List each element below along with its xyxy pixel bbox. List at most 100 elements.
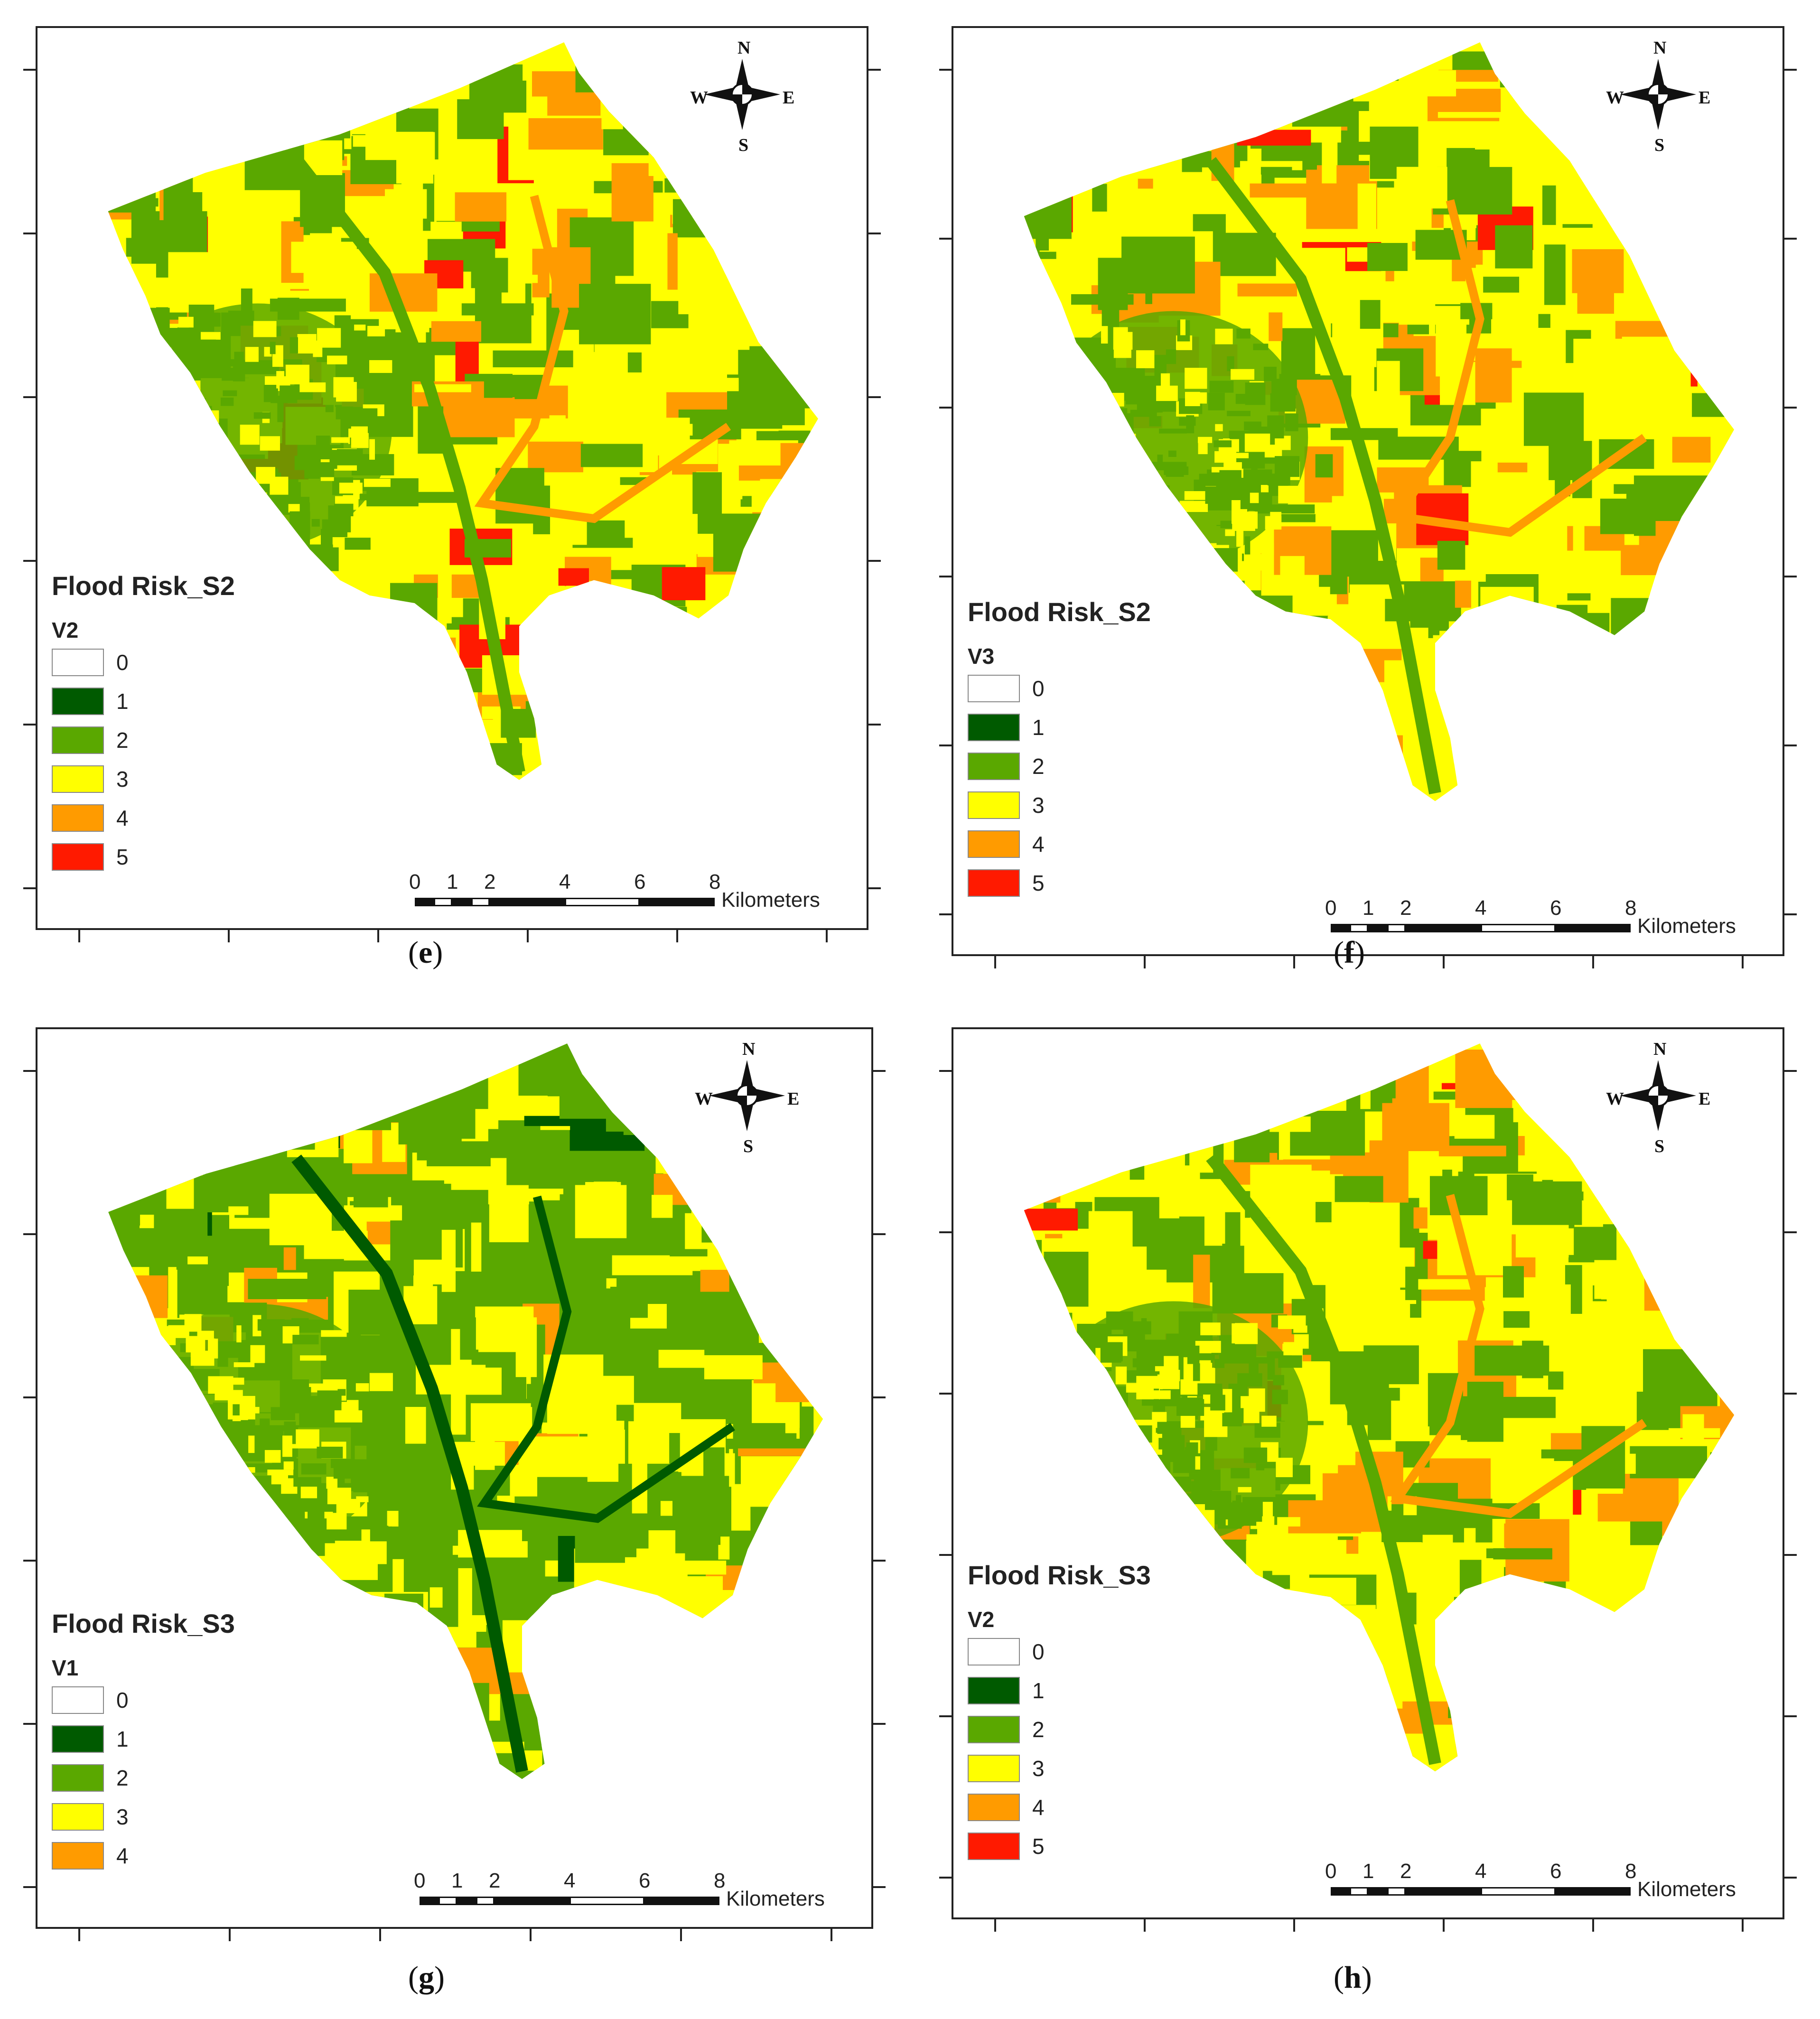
risk-patch	[165, 475, 177, 488]
risk-patch	[1070, 1363, 1094, 1381]
risk-patch	[158, 1503, 187, 1520]
risk-patch	[1691, 256, 1734, 320]
scale-bar-segment	[644, 1897, 719, 1905]
risk-patch	[1198, 437, 1213, 443]
risk-patch	[1204, 1205, 1225, 1251]
risk-patch	[1111, 349, 1116, 369]
risk-patch	[285, 596, 345, 640]
scale-bar: 0 1 2 4 6 8 Kilometers	[409, 870, 842, 918]
caption-open: (	[1334, 935, 1344, 970]
risk-patch	[483, 1783, 518, 1821]
risk-patch	[1142, 1108, 1213, 1137]
scale-tick-label: 2	[484, 870, 496, 893]
risk-patch	[612, 606, 687, 641]
risk-patch	[1202, 90, 1240, 98]
map-legend: Flood Risk_S2 V3 0 1 2 3 4 5	[968, 596, 1151, 903]
legend-label: 2	[1032, 754, 1045, 779]
risk-patch	[665, 1724, 707, 1742]
risk-patch	[1237, 1373, 1262, 1387]
risk-patch	[1594, 1260, 1638, 1299]
scale-bar-segment	[420, 1897, 439, 1905]
risk-patch	[1100, 1342, 1121, 1363]
risk-patch	[1592, 723, 1617, 784]
risk-patch	[1231, 1468, 1250, 1479]
risk-patch	[1504, 1523, 1568, 1548]
risk-patch	[1200, 543, 1217, 562]
risk-patch	[268, 549, 287, 603]
risk-patch	[108, 359, 159, 394]
axis-tick	[379, 1929, 381, 1941]
risk-patch	[117, 370, 157, 403]
risk-patch	[1229, 763, 1286, 782]
legend-swatch	[52, 1725, 104, 1753]
legend-item: 4	[968, 825, 1151, 864]
risk-patch	[126, 238, 152, 257]
axis-tick	[939, 69, 952, 71]
risk-patch	[1673, 250, 1709, 299]
risk-patch	[465, 793, 513, 824]
risk-patch	[156, 1424, 182, 1446]
risk-patch	[1691, 1207, 1711, 1251]
risk-patch	[1042, 477, 1076, 492]
risk-patch	[1382, 1103, 1449, 1151]
risk-patch	[1592, 675, 1635, 695]
risk-patch	[331, 437, 358, 443]
risk-patch	[1172, 1586, 1197, 1615]
risk-patch	[311, 519, 320, 527]
risk-patch	[1070, 407, 1109, 425]
risk-patch	[1630, 1446, 1708, 1479]
risk-patch	[1065, 1110, 1124, 1162]
risk-patch	[378, 683, 455, 710]
risk-patch	[108, 446, 139, 485]
risk-patch	[1480, 743, 1493, 780]
risk-patch	[782, 187, 818, 202]
risk-patch	[220, 397, 234, 406]
risk-patch	[195, 360, 211, 371]
risk-patch	[1360, 1086, 1371, 1109]
risk-patch	[1239, 1750, 1283, 1772]
risk-patch	[680, 740, 691, 762]
risk-patch	[780, 443, 818, 479]
risk-patch	[1611, 598, 1675, 645]
risk-patch	[1024, 167, 1091, 189]
risk-patch	[673, 619, 726, 635]
risk-patch	[1096, 405, 1115, 411]
risk-patch	[803, 498, 818, 530]
risk-patch	[1346, 805, 1377, 864]
risk-patch	[1285, 413, 1298, 431]
risk-patch	[1578, 744, 1606, 771]
risk-patch	[551, 633, 610, 689]
scale-tick-label: 0	[414, 1869, 426, 1892]
risk-patch	[317, 1390, 342, 1404]
legend-label: 3	[116, 767, 129, 791]
risk-patch	[1184, 491, 1209, 500]
risk-patch	[201, 500, 229, 507]
legend-title: Flood Risk_S2	[52, 571, 235, 601]
risk-patch	[278, 1795, 317, 1805]
risk-patch	[341, 1711, 393, 1758]
risk-patch	[1636, 223, 1685, 268]
risk-patch	[1164, 1524, 1188, 1533]
scale-bar-segment	[452, 898, 471, 906]
risk-patch	[721, 1621, 775, 1668]
caption-letter: g	[418, 1960, 434, 1995]
risk-patch	[299, 547, 339, 571]
risk-patch	[1475, 685, 1495, 717]
risk-patch	[1061, 358, 1085, 378]
legend-item: 1	[968, 708, 1151, 747]
risk-patch	[1168, 523, 1177, 534]
risk-patch	[566, 1794, 588, 1801]
risk-patch	[1710, 1452, 1734, 1464]
risk-patch	[1360, 300, 1381, 329]
legend-variable: V2	[968, 1607, 995, 1632]
legend-label: 3	[1032, 793, 1045, 818]
risk-patch	[1120, 1476, 1141, 1490]
risk-patch	[525, 701, 606, 730]
risk-patch	[1076, 1339, 1083, 1345]
risk-patch	[108, 374, 164, 400]
risk-patch	[1533, 707, 1604, 762]
risk-patch	[1558, 716, 1615, 748]
risk-patch	[670, 672, 695, 697]
risk-patch	[220, 546, 286, 567]
risk-patch	[280, 385, 299, 396]
